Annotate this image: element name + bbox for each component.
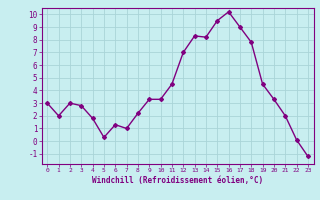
X-axis label: Windchill (Refroidissement éolien,°C): Windchill (Refroidissement éolien,°C) (92, 176, 263, 185)
